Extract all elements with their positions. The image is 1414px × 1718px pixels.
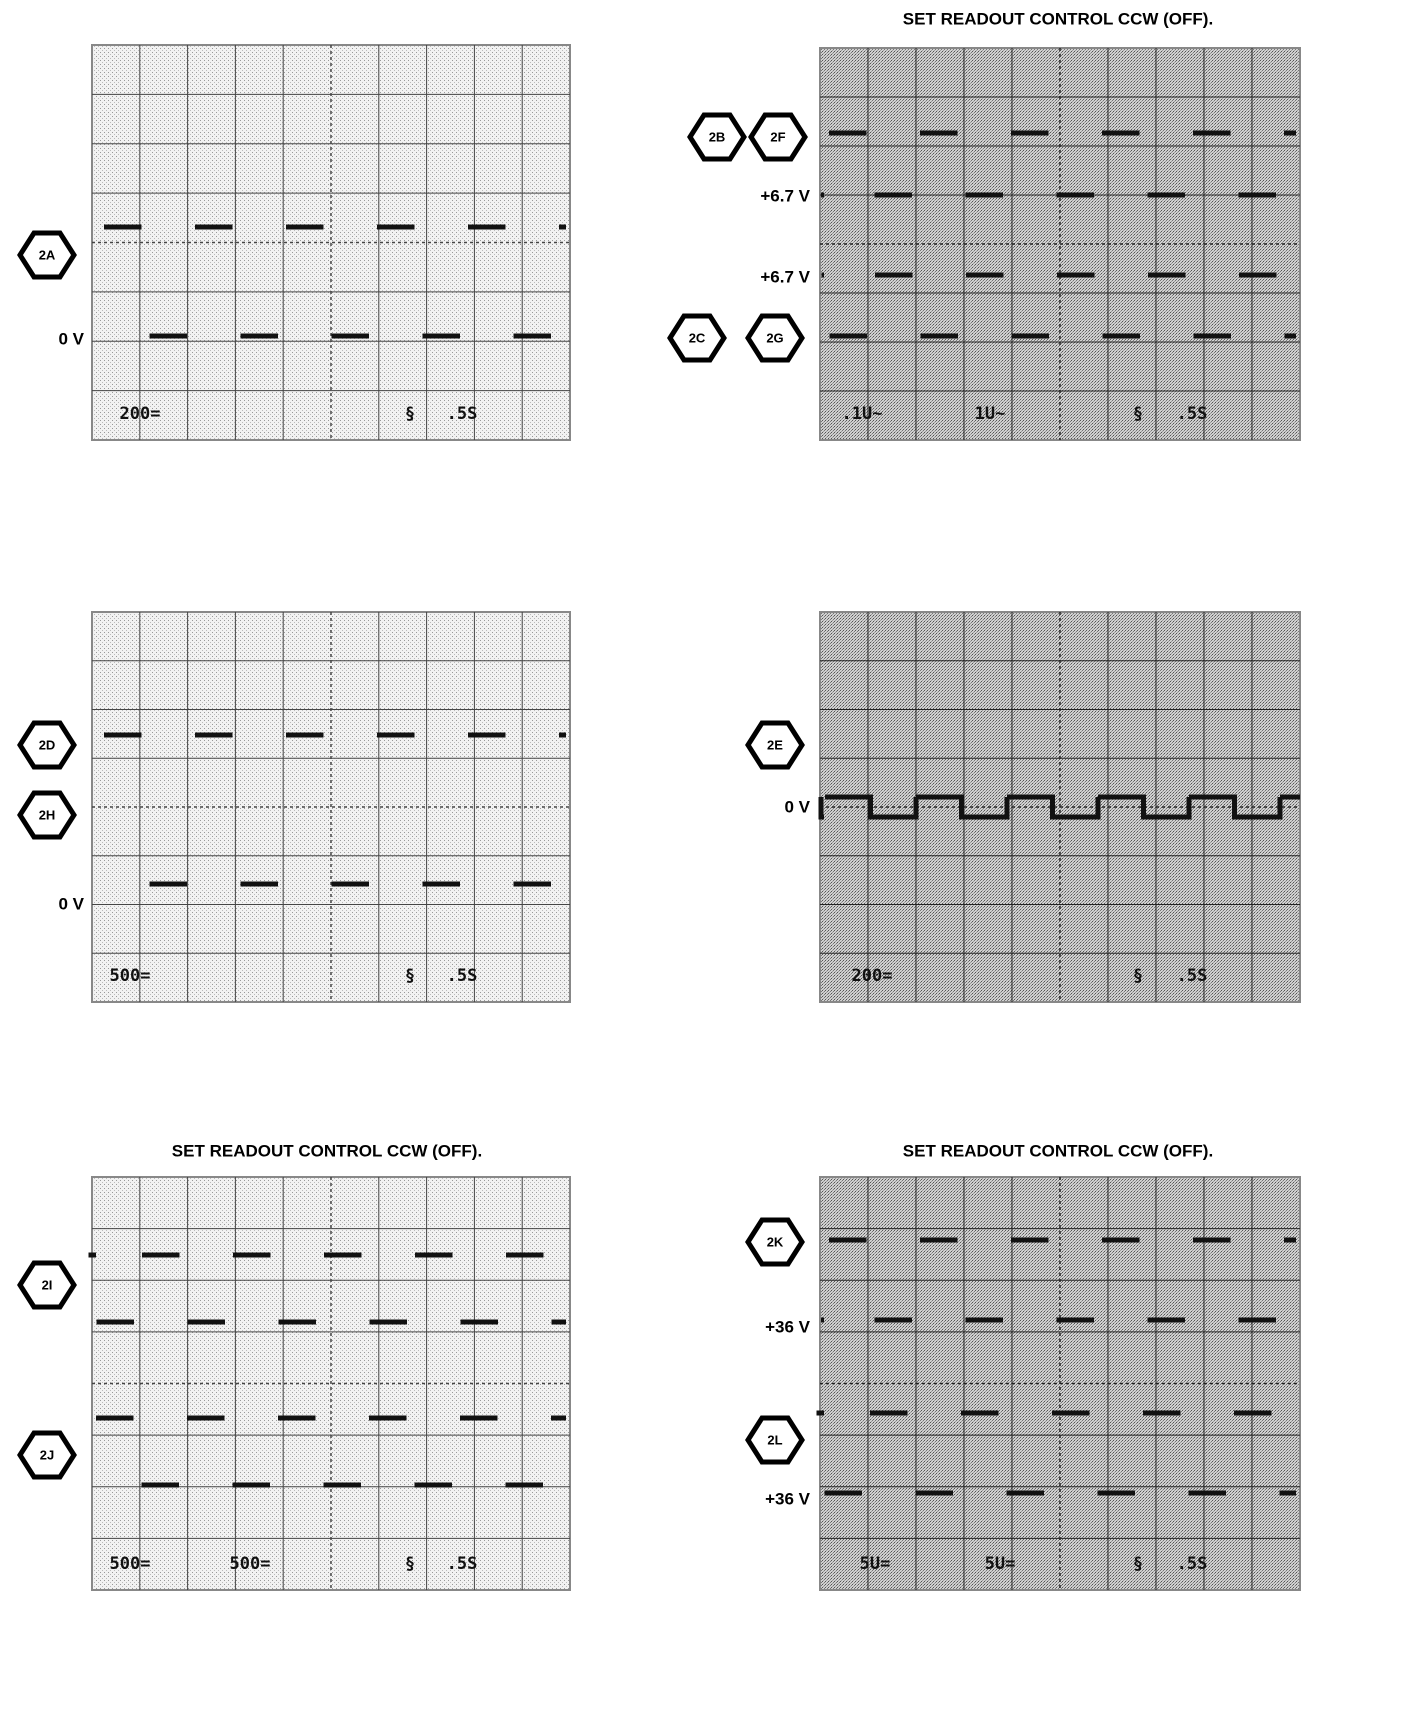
waveform — [816, 1410, 1296, 1496]
instruction-heading: SET READOUT CONTROL CCW (OFF). — [172, 1141, 482, 1160]
voltage-level: +36 V — [765, 1317, 811, 1336]
test-point-marker — [17, 1260, 77, 1310]
test-point-label: 2J — [40, 1447, 54, 1462]
test-point-marker — [17, 790, 77, 840]
test-point-marker — [667, 313, 727, 363]
scope-readout: 1U~ — [975, 404, 1006, 424]
scope-readout: § — [405, 404, 415, 424]
scope-readout: .5S — [1177, 966, 1208, 986]
test-point-label: 2H — [39, 807, 56, 822]
instruction-heading: SET READOUT CONTROL CCW (OFF). — [903, 9, 1213, 28]
scope-panel — [88, 1176, 571, 1591]
test-point-marker — [687, 112, 747, 162]
scope-readout: 5U= — [860, 1554, 891, 1574]
voltage-level: +36 V — [765, 1489, 811, 1508]
test-point-marker — [745, 1217, 805, 1267]
waveform — [818, 794, 1300, 820]
test-point-label: 2G — [766, 330, 783, 345]
instruction-heading: SET READOUT CONTROL CCW (OFF). — [903, 1141, 1213, 1160]
scope-panel — [818, 611, 1301, 1003]
scope-readout: § — [405, 966, 415, 986]
test-point-marker — [748, 112, 808, 162]
test-point-label: 2F — [770, 129, 785, 144]
waveform — [88, 1252, 566, 1325]
waveform — [96, 1415, 566, 1488]
scope-readout: § — [1133, 966, 1143, 986]
test-point-label: 2C — [689, 330, 706, 345]
test-point-marker — [17, 230, 77, 280]
test-point-label: 2D — [39, 737, 56, 752]
voltage-level: 0 V — [784, 797, 810, 816]
waveform — [821, 272, 1296, 339]
scope-readout: 5U= — [985, 1554, 1016, 1574]
test-point-label: 2I — [42, 1277, 53, 1292]
test-point-label: 2E — [767, 737, 783, 752]
waveform — [821, 1237, 1296, 1323]
test-point-label: 2A — [39, 247, 56, 262]
waveform — [104, 224, 566, 339]
scope-readout: .5S — [1177, 404, 1208, 424]
test-point-marker — [745, 313, 805, 363]
voltage-level: +6.7 V — [760, 186, 810, 205]
scope-readout: 500= — [230, 1554, 271, 1574]
test-point-marker — [745, 720, 805, 770]
scope-readout: .5S — [447, 404, 478, 424]
scope-panel — [91, 44, 571, 441]
voltage-level: 0 V — [58, 329, 84, 348]
scope-readout: 500= — [110, 966, 151, 986]
scope-readout: .5S — [447, 966, 478, 986]
test-point-marker — [17, 720, 77, 770]
voltage-level: +6.7 V — [760, 267, 810, 286]
scope-readout: .1U~ — [842, 404, 883, 424]
test-point-label: 2B — [709, 129, 726, 144]
scope-panel — [91, 611, 571, 1003]
scope-readout: .5S — [447, 1554, 478, 1574]
scope-panel — [819, 47, 1301, 441]
test-point-marker — [745, 1415, 805, 1465]
scope-readout: § — [1133, 404, 1143, 424]
waveform — [821, 130, 1296, 198]
scope-readout: § — [405, 1554, 415, 1574]
test-point-label: 2L — [767, 1432, 782, 1447]
scope-readout: 200= — [852, 966, 893, 986]
scope-readout: 200= — [120, 404, 161, 424]
scope-screen — [92, 45, 570, 440]
scope-readout: § — [1133, 1554, 1143, 1574]
scope-panel — [816, 1176, 1301, 1591]
waveform — [104, 732, 566, 887]
voltage-level: 0 V — [58, 894, 84, 913]
test-point-marker — [17, 1430, 77, 1480]
test-point-label: 2K — [767, 1234, 784, 1249]
scope-readout: .5S — [1177, 1554, 1208, 1574]
scope-readout: 500= — [110, 1554, 151, 1574]
